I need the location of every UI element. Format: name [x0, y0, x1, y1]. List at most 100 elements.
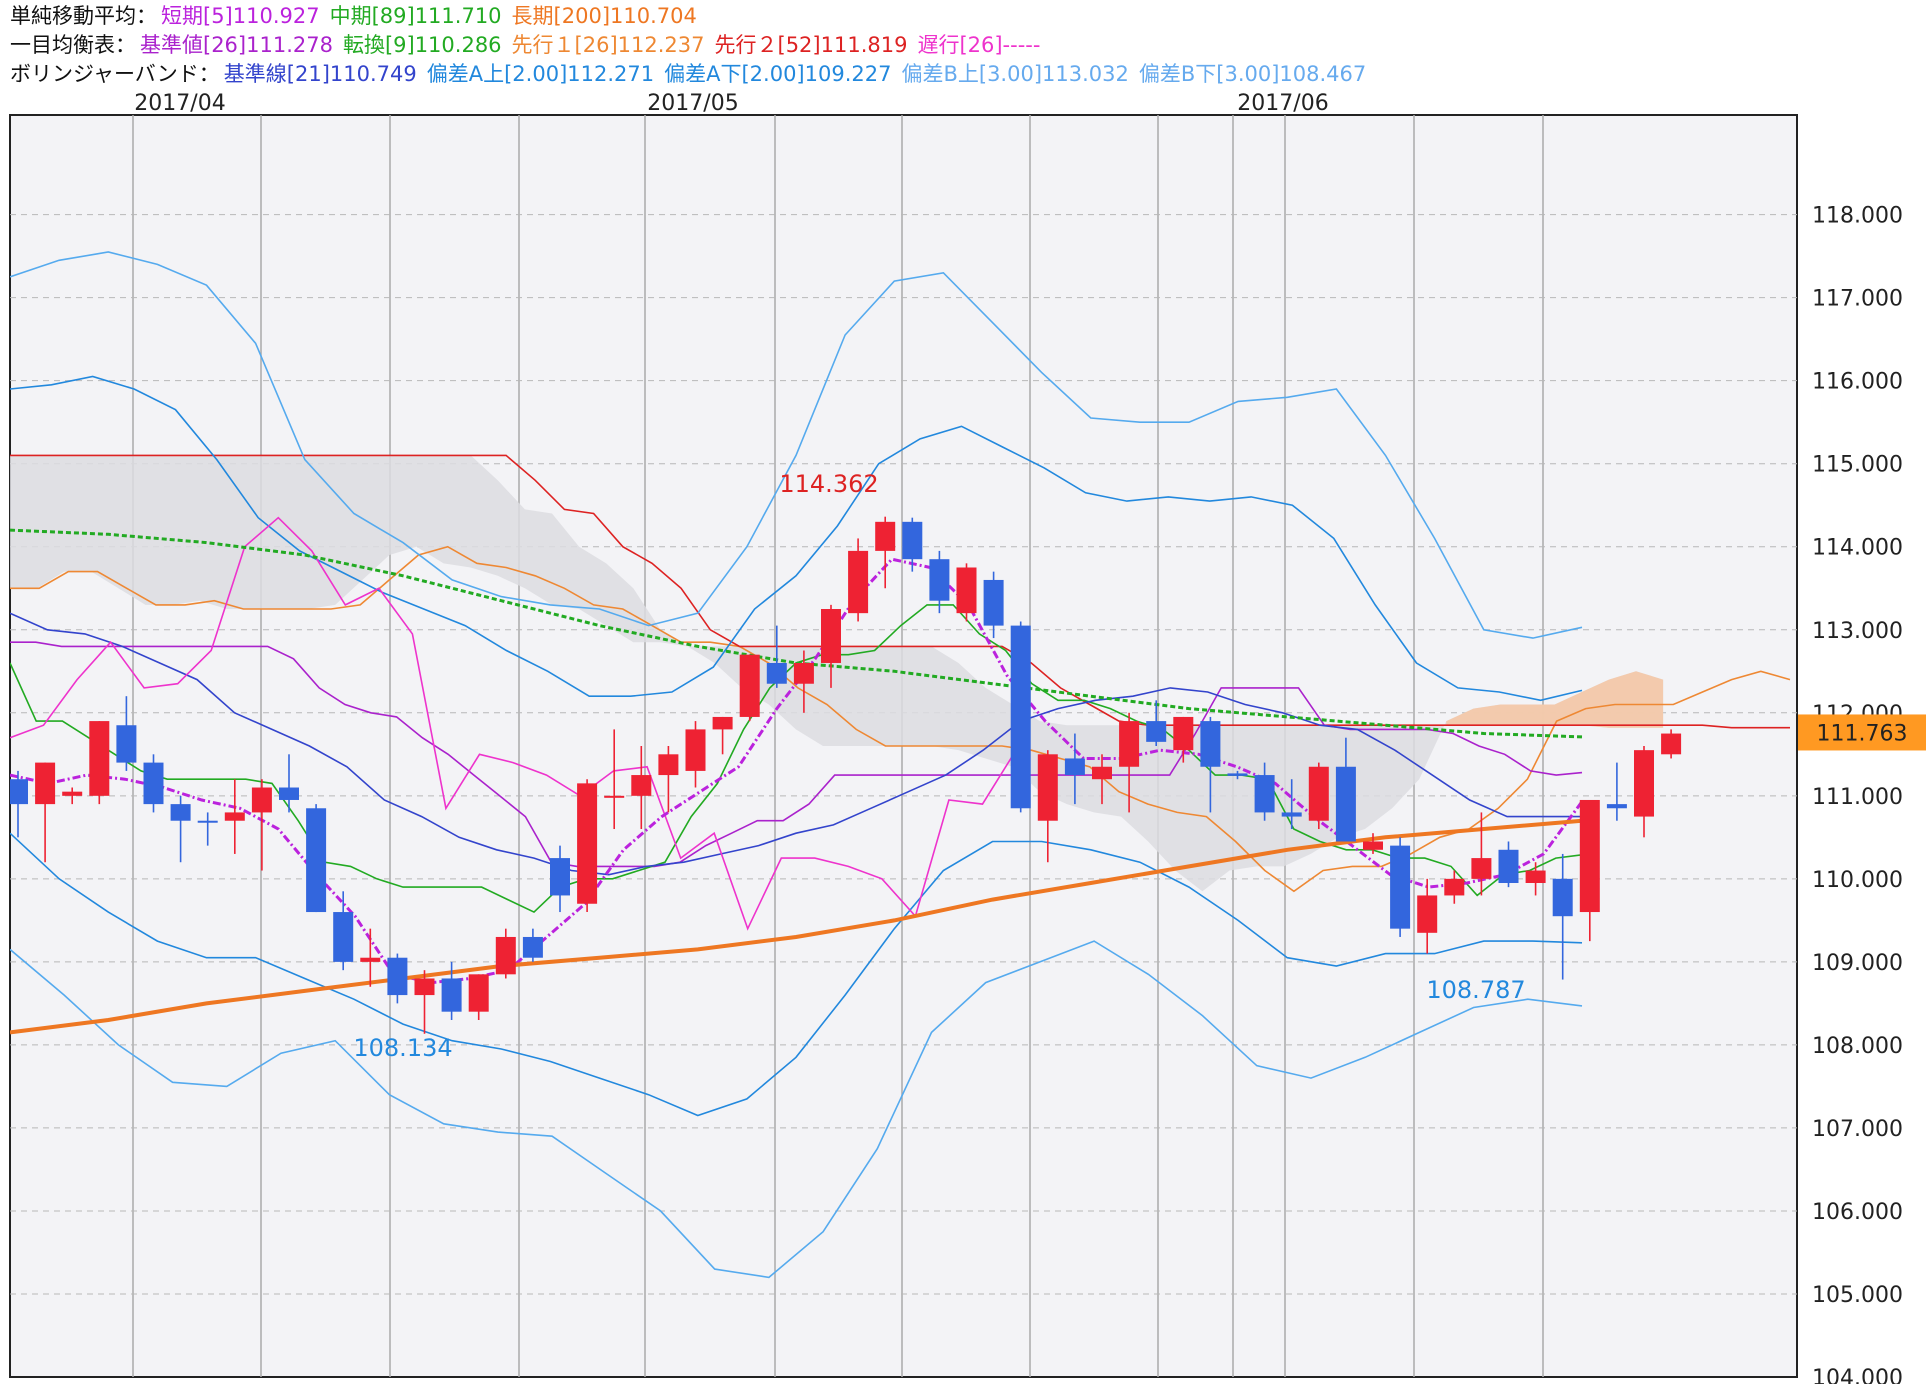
- y-tick-label: 113.000: [1812, 619, 1903, 644]
- current-price-label: 111.763: [1817, 721, 1908, 746]
- price-annotation: 114.362: [779, 470, 878, 498]
- cloud-bullish-area: [1446, 671, 1664, 728]
- candle-body: [902, 521, 923, 560]
- series-line: [10, 940, 1583, 1279]
- candle-body: [1227, 773, 1248, 776]
- candle-body: [62, 791, 83, 796]
- candle-body: [360, 957, 381, 962]
- series-line: [10, 545, 1791, 893]
- candle-body: [1552, 878, 1573, 917]
- candle-body: [35, 762, 56, 805]
- x-tick-label: 2017/04: [134, 91, 225, 116]
- legend: 単純移動平均： 短期[5]110.927 中期[89]111.710 長期[200]1…: [10, 2, 1376, 89]
- candle-body: [929, 559, 950, 601]
- candle-body: [414, 978, 435, 996]
- candle-body: [1606, 804, 1627, 809]
- candle-body: [495, 936, 516, 975]
- candle-body: [1092, 766, 1112, 780]
- plot-area: [10, 251, 1791, 1279]
- series-line: [10, 251, 1583, 639]
- candle-body: [1363, 841, 1383, 850]
- y-tick-label: 110.000: [1812, 868, 1903, 893]
- legend-item: 長期[200]110.704: [511, 4, 697, 28]
- y-tick-label: 104.000: [1812, 1366, 1903, 1384]
- candle-body: [279, 787, 299, 800]
- legend-item: 転換[9]110.286: [342, 33, 502, 57]
- candle-body: [1173, 716, 1194, 751]
- y-tick-label: 116.000: [1812, 370, 1903, 395]
- candle-body: [1417, 895, 1438, 933]
- candle-body: [766, 662, 787, 684]
- legend-item: 基準値[26]111.278: [140, 33, 333, 57]
- price-annotation: 108.787: [1426, 976, 1525, 1004]
- candle-body: [1390, 845, 1411, 929]
- legend-item: 遅行[26]-----: [917, 33, 1041, 57]
- x-tick-label: 2017/06: [1237, 91, 1328, 116]
- candle-body: [197, 820, 218, 823]
- legend-row-ichimoku: 一目均衡表： 基準値[26]111.278 転換[9]110.286 先行１[26]1…: [10, 31, 1376, 60]
- series-line: [10, 818, 1583, 1035]
- candle-body: [712, 716, 733, 730]
- candle-body: [1281, 812, 1302, 817]
- candle-body: [306, 808, 327, 913]
- candle-body: [550, 858, 570, 896]
- y-tick-label: 107.000: [1812, 1117, 1903, 1142]
- candle-body: [1254, 775, 1275, 813]
- ichimoku-cloud: [10, 455, 1664, 892]
- candle-body: [1146, 721, 1167, 742]
- legend-row-sma: 単純移動平均： 短期[5]110.927 中期[89]111.710 長期[200]1…: [10, 2, 1376, 31]
- y-tick-label: 114.000: [1812, 536, 1903, 561]
- y-tick-label: 106.000: [1812, 1200, 1903, 1225]
- candle-body: [1525, 870, 1546, 883]
- series-line: [10, 612, 1582, 876]
- legend-item: 基準線[21]110.749: [223, 62, 417, 86]
- indicator-lines: [10, 251, 1791, 1279]
- y-tick-label: 115.000: [1812, 453, 1903, 478]
- series-line: [10, 454, 1790, 729]
- candle-body: [793, 662, 814, 684]
- x-tick-label: 2017/05: [647, 91, 738, 116]
- series-line: [10, 516, 1017, 931]
- y-axis: 118.000 117.000 116.000 115.000 114.000 113.0…: [1812, 204, 1903, 1384]
- legend-item: 先行２[52]111.819: [714, 33, 908, 57]
- candle-body: [251, 787, 272, 813]
- candle-body: [1335, 766, 1356, 842]
- candle-body: [631, 775, 652, 796]
- candle-body: [468, 974, 489, 1012]
- annotations: 114.362 108.134 108.787: [353, 470, 1525, 1062]
- current-price-box: [1798, 714, 1926, 751]
- candle-body: [1010, 625, 1031, 809]
- candle-body: [875, 521, 896, 551]
- candle-body: [848, 550, 869, 614]
- candle-body: [1308, 766, 1329, 821]
- candle-body: [983, 579, 1004, 626]
- price-annotation: 108.134: [353, 1034, 452, 1062]
- candle-body: [604, 795, 625, 798]
- candle-body: [89, 721, 110, 796]
- candle-body: [224, 812, 245, 821]
- y-tick-label: 118.000: [1812, 204, 1903, 229]
- candle-body: [170, 804, 191, 821]
- series-line: [10, 641, 1583, 868]
- legend-item: 短期[5]110.927: [161, 4, 320, 28]
- candle-body: [441, 978, 462, 1012]
- candle-body: [116, 725, 137, 763]
- candle-body: [1498, 849, 1519, 883]
- series-line: [10, 832, 1583, 1117]
- y-tick-label: 109.000: [1812, 951, 1903, 976]
- candle-body: [577, 783, 598, 904]
- candle-body: [1661, 733, 1682, 755]
- legend-item: 偏差B下[3.00]108.467: [1138, 62, 1367, 86]
- legend-row-bollinger: ボリンジャーバンド： 基準線[21]110.749 偏差A上[2.00]112.27…: [10, 60, 1376, 89]
- legend-item: 偏差A下[2.00]109.227: [664, 62, 892, 86]
- candle-body: [387, 957, 408, 996]
- legend-item: 偏差A上[2.00]112.271: [426, 62, 655, 86]
- current-price-marker: 111.763: [1798, 714, 1926, 751]
- candle-body: [685, 729, 706, 771]
- y-tick-label: 105.000: [1812, 1283, 1903, 1308]
- legend-item: 先行１[26]112.237: [511, 33, 705, 57]
- series-line: [10, 375, 1583, 702]
- candle-body: [1119, 721, 1140, 767]
- candle-body: [1579, 799, 1600, 913]
